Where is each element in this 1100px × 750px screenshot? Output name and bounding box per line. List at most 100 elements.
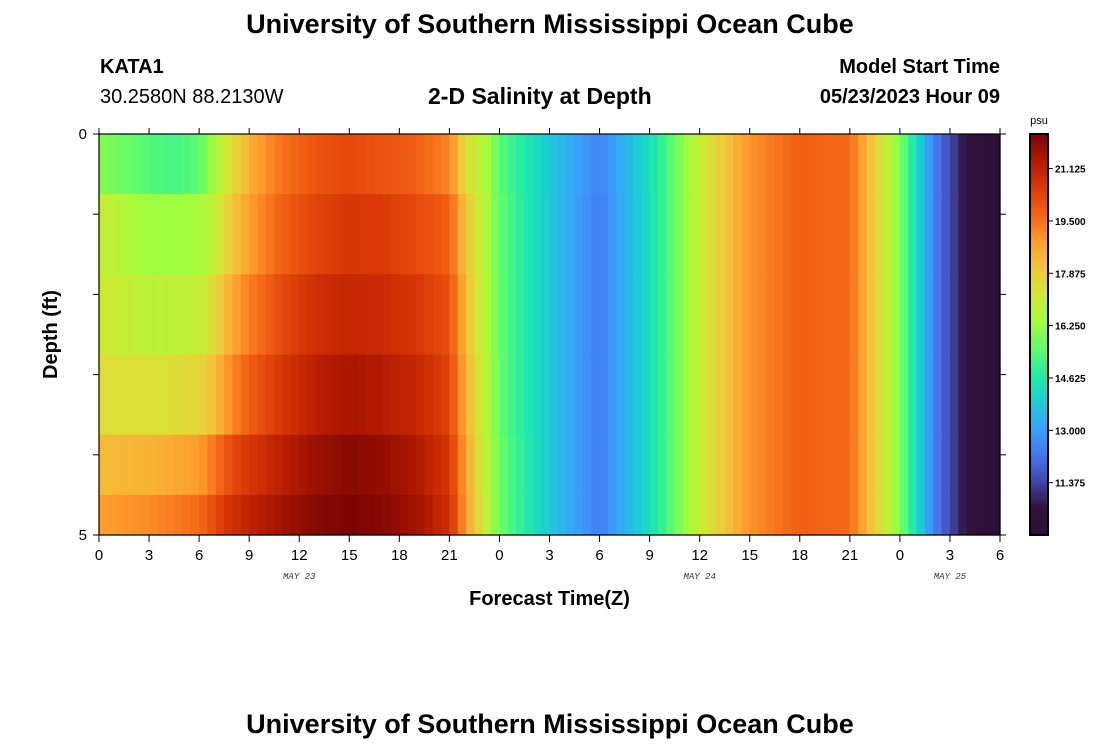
heatmap-cell — [783, 494, 793, 536]
heatmap-cell — [899, 354, 909, 436]
heatmap-cell — [240, 354, 250, 436]
heatmap-cell — [124, 494, 133, 536]
heatmap-cell — [340, 194, 350, 275]
heatmap-cell — [290, 134, 300, 195]
heatmap-cell — [974, 434, 984, 496]
heatmap-cell — [224, 194, 234, 275]
heatmap-cell — [682, 194, 692, 275]
heatmap-cell — [649, 194, 659, 275]
heatmap-cell — [866, 434, 876, 496]
heatmap-cell — [482, 354, 492, 436]
heatmap-cell — [532, 194, 542, 275]
colorbar-tick-label: 16.250 — [1055, 322, 1086, 333]
heatmap-cell — [507, 354, 517, 436]
heatmap-cell — [716, 494, 726, 536]
heatmap-cell — [824, 354, 834, 436]
heatmap-cell — [99, 354, 108, 436]
heatmap-cell — [582, 434, 592, 496]
heatmap-cell — [532, 494, 542, 536]
heatmap-cell — [449, 354, 459, 436]
heatmap-cell — [924, 194, 934, 275]
heatmap-cell — [833, 354, 843, 436]
heatmap-cell — [966, 134, 976, 195]
heatmap-cell — [182, 134, 192, 195]
heatmap-cell — [724, 194, 734, 275]
heatmap-cell — [524, 354, 534, 436]
heatmap-cell — [674, 194, 684, 275]
heatmap-cell — [99, 274, 108, 356]
heatmap-cell — [374, 134, 384, 195]
heatmap-cell — [149, 274, 158, 356]
heatmap-cell — [466, 194, 476, 275]
heatmap-cell — [315, 274, 325, 356]
heatmap-cell — [516, 194, 526, 275]
heatmap-cell — [657, 434, 667, 496]
heatmap-cell — [441, 434, 450, 496]
heatmap-cell — [424, 134, 434, 195]
heatmap-cell — [424, 354, 434, 436]
heatmap-cell — [499, 194, 509, 275]
heatmap-cell — [324, 434, 334, 496]
heatmap-cell — [541, 494, 551, 536]
heatmap-cell — [574, 134, 584, 195]
heatmap-cell — [507, 434, 517, 496]
heatmap-cell — [224, 134, 234, 195]
heatmap-cell — [357, 494, 367, 536]
heatmap-cell — [190, 434, 200, 496]
heatmap-cell — [265, 274, 275, 356]
heatmap-cell — [374, 194, 384, 275]
heatmap-cell — [991, 354, 1001, 436]
heatmap-cell — [491, 134, 501, 195]
heatmap-cell — [641, 354, 651, 436]
heatmap-cell — [182, 274, 192, 356]
heatmap-cell — [891, 134, 901, 195]
heatmap-cells — [99, 134, 1001, 536]
heatmap-cell — [833, 434, 843, 496]
heatmap-cell — [799, 354, 809, 436]
heatmap-cell — [691, 354, 701, 436]
heatmap-cell — [874, 354, 884, 436]
heatmap-cell — [941, 434, 951, 496]
heatmap-cell — [916, 354, 926, 436]
heatmap-cell — [874, 494, 884, 536]
heatmap-cell — [215, 134, 225, 195]
heatmap-cell — [808, 494, 818, 536]
heatmap-cell — [941, 274, 951, 356]
heatmap-cell — [407, 134, 417, 195]
heatmap-cell — [591, 134, 601, 195]
heatmap-cell — [299, 434, 309, 496]
heatmap-cell — [966, 274, 976, 356]
heatmap-cell — [240, 434, 250, 496]
heatmap-cell — [599, 274, 609, 356]
heatmap-cell — [207, 134, 217, 195]
heatmap-cell — [799, 494, 809, 536]
heatmap-cell — [766, 434, 776, 496]
heatmap-cell — [691, 434, 701, 496]
heatmap-cell — [774, 494, 784, 536]
heatmap-cell — [149, 434, 158, 496]
heatmap-cell — [165, 434, 175, 496]
heatmap-cell — [174, 434, 184, 496]
heatmap-cell — [866, 194, 876, 275]
heatmap-cell — [557, 274, 567, 356]
heatmap-cell — [140, 434, 150, 496]
heatmap-cell — [708, 134, 717, 195]
heatmap-cell — [582, 274, 592, 356]
y-axis-title: Depth (ft) — [40, 290, 62, 379]
heatmap-cell — [958, 194, 968, 275]
heatmap-cell — [716, 434, 726, 496]
heatmap-cell — [115, 194, 125, 275]
heatmap-cell — [808, 274, 818, 356]
heatmap-cell — [491, 354, 501, 436]
colorbar-fill — [1029, 133, 1049, 536]
heatmap-cell — [858, 194, 868, 275]
heatmap-cell — [115, 354, 125, 436]
heatmap-cell — [724, 354, 734, 436]
heatmap-cell — [924, 274, 934, 356]
heatmap-cell — [532, 434, 542, 496]
heatmap-cell — [257, 434, 267, 496]
heatmap-cell — [541, 354, 551, 436]
heatmap-cell — [124, 274, 133, 356]
heatmap-cell — [582, 194, 592, 275]
heatmap-cell — [666, 354, 676, 436]
